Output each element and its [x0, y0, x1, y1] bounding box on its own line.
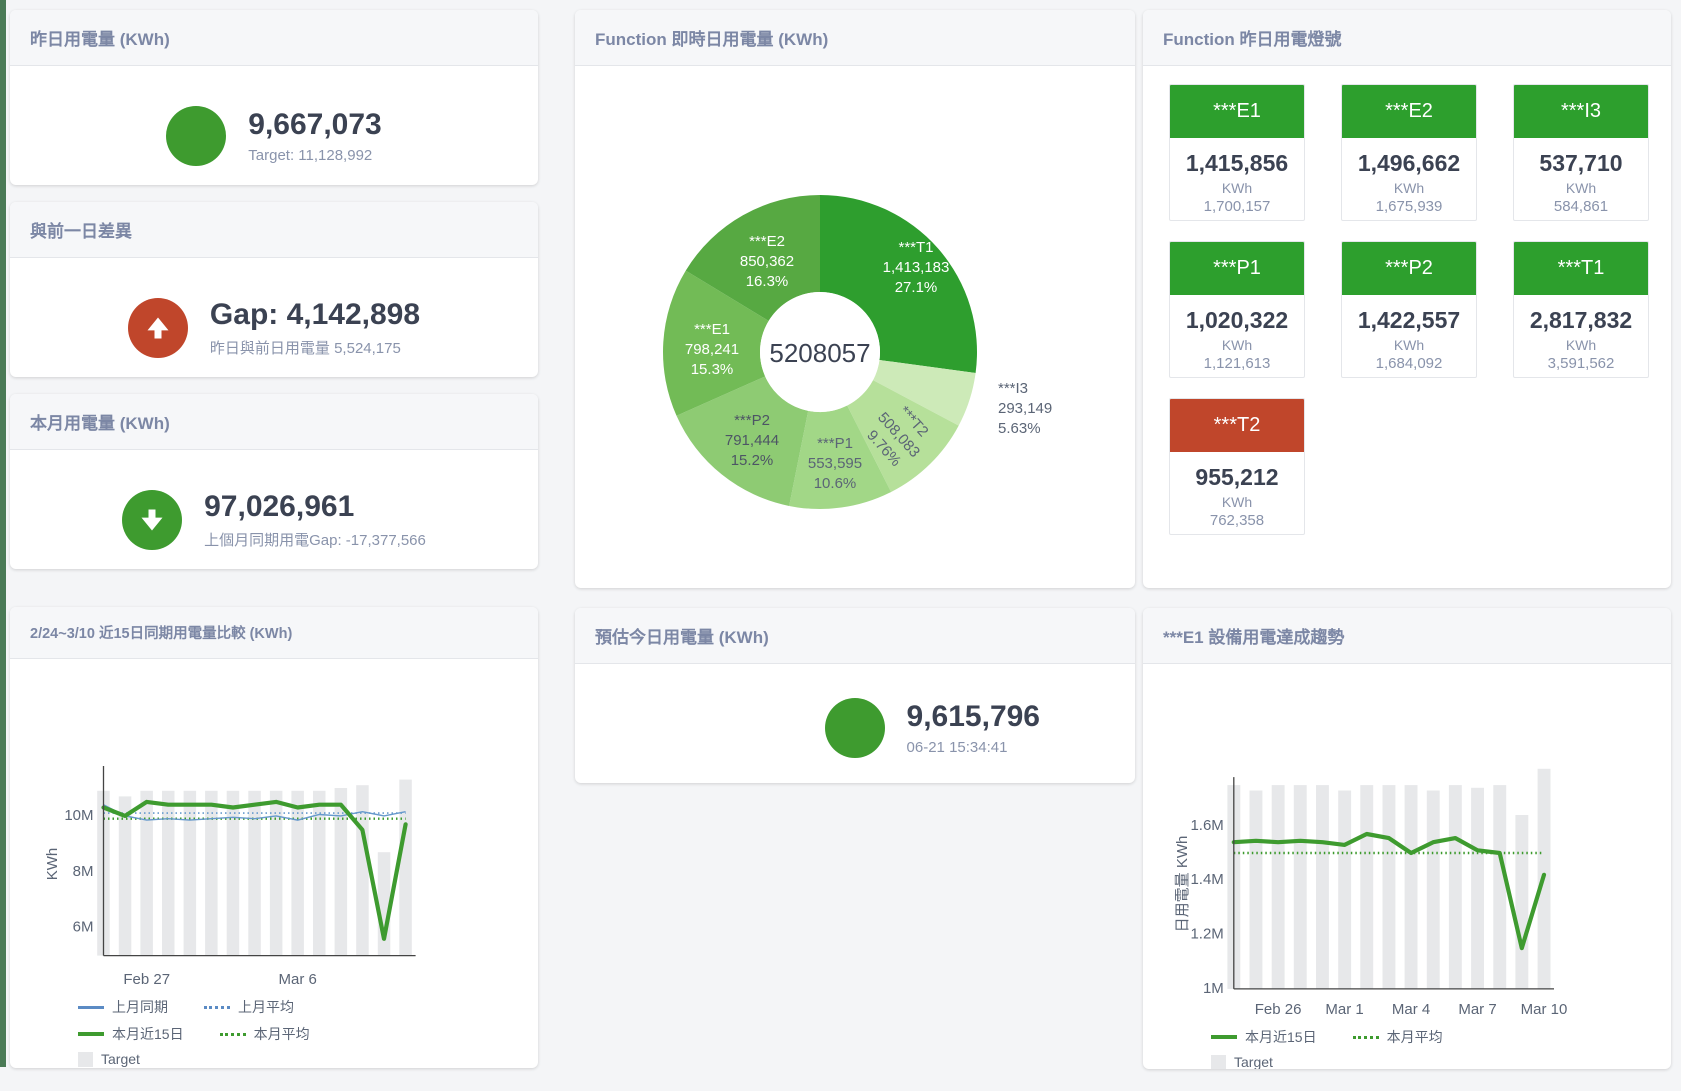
svg-text:Feb 27: Feb 27 [123, 971, 170, 988]
svg-text:5208057: 5208057 [769, 338, 870, 368]
svg-text:10M: 10M [64, 807, 93, 824]
svg-text:1,413,183: 1,413,183 [883, 259, 950, 276]
svg-text:791,444: 791,444 [725, 432, 779, 449]
svg-text:1.4M: 1.4M [1190, 871, 1223, 888]
svg-text:5.63%: 5.63% [998, 420, 1041, 437]
svg-text:1.2M: 1.2M [1190, 926, 1223, 943]
svg-text:15.3%: 15.3% [691, 361, 734, 378]
svg-text:Mar 6: Mar 6 [279, 971, 317, 988]
svg-text:***P2: ***P2 [734, 412, 770, 429]
svg-text:Mar 4: Mar 4 [1392, 1001, 1430, 1018]
svg-text:***T1: ***T1 [898, 239, 933, 256]
svg-text:798,241: 798,241 [685, 341, 739, 358]
svg-text:***I3: ***I3 [998, 380, 1028, 397]
svg-text:***P1: ***P1 [817, 435, 853, 452]
svg-text:8M: 8M [73, 863, 94, 880]
svg-text:1.6M: 1.6M [1190, 817, 1223, 834]
svg-text:553,595: 553,595 [808, 455, 862, 472]
svg-text:Feb 26: Feb 26 [1255, 1001, 1302, 1018]
svg-text:16.3%: 16.3% [746, 273, 789, 290]
svg-text:293,149: 293,149 [998, 400, 1052, 417]
svg-text:***E2: ***E2 [749, 233, 785, 250]
svg-text:6M: 6M [73, 919, 94, 936]
svg-text:***E1: ***E1 [694, 321, 730, 338]
svg-text:Mar 1: Mar 1 [1325, 1001, 1363, 1018]
svg-text:日用電量 KWh: 日用電量 KWh [1174, 836, 1191, 933]
svg-text:850,362: 850,362 [740, 253, 794, 270]
svg-text:KWh: KWh [44, 848, 61, 881]
svg-text:10.6%: 10.6% [814, 475, 857, 492]
svg-text:Mar 7: Mar 7 [1458, 1001, 1496, 1018]
svg-text:1M: 1M [1203, 980, 1224, 997]
svg-text:Mar 10: Mar 10 [1521, 1001, 1568, 1018]
svg-text:27.1%: 27.1% [895, 279, 938, 296]
svg-text:15.2%: 15.2% [731, 452, 774, 469]
